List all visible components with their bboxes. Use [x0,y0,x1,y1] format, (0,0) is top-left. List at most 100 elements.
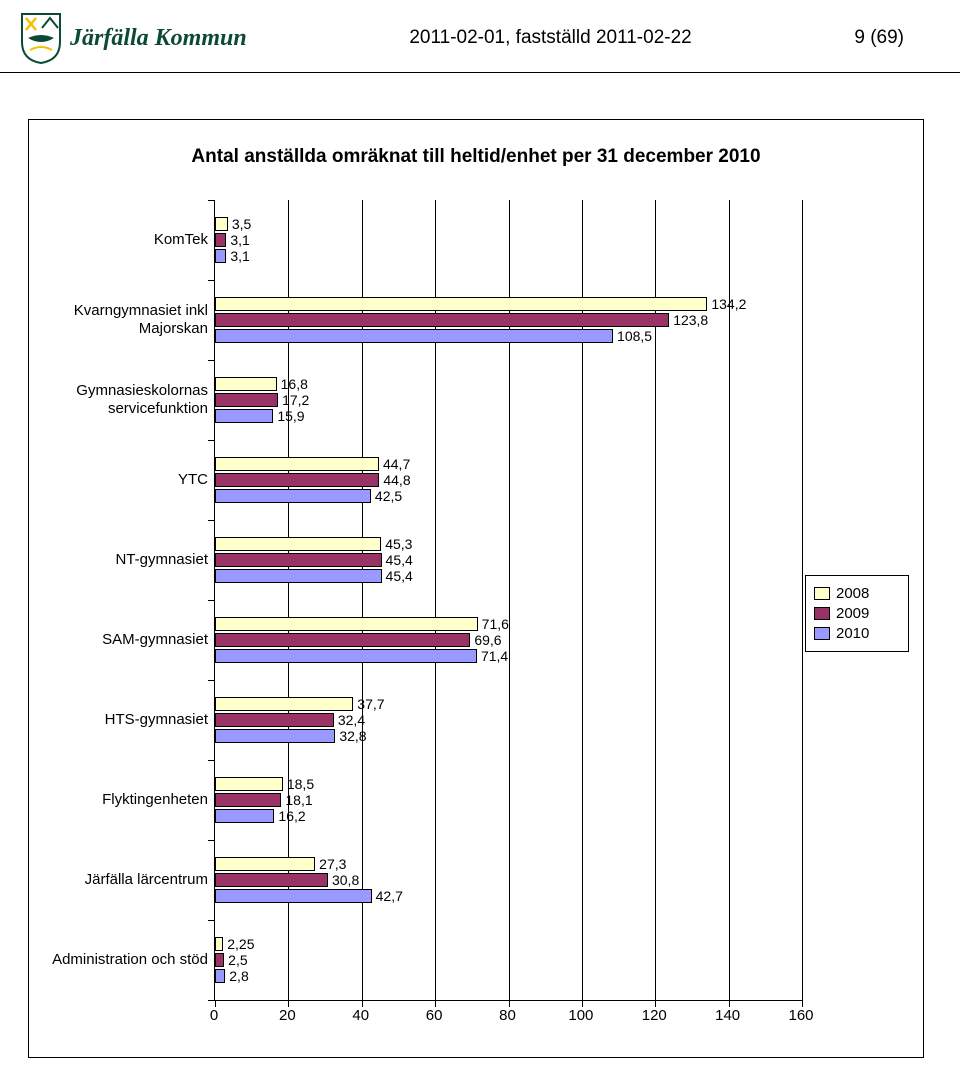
category-label: HTS-gymnasiet [43,680,208,760]
bar [215,233,226,247]
bar-value-label: 71,4 [481,648,508,664]
bar-group: 71,669,671,4 [215,600,802,680]
bar [215,809,274,823]
bar [215,249,226,263]
page-number: 9 (69) [854,27,904,49]
chart-area: KomTekKvarngymnasiet inkl MajorskanGymna… [43,200,909,1027]
bar-value-label: 27,3 [319,856,346,872]
category-label: Kvarngymnasiet inkl Majorskan [43,280,208,360]
x-tick-label: 20 [279,1007,296,1024]
bar-value-label: 44,8 [383,472,410,488]
bar-row: 71,6 [215,616,802,632]
bar-row: 16,2 [215,808,802,824]
bar-row: 32,8 [215,728,802,744]
bar-row: 134,2 [215,296,802,312]
y-tick-mark [208,600,215,601]
x-tick-label: 0 [210,1007,218,1024]
bar-group: 37,732,432,8 [215,680,802,760]
bar-value-label: 45,3 [385,536,412,552]
bar-row: 16,8 [215,376,802,392]
y-tick-mark [208,840,215,841]
bar-row: 42,5 [215,488,802,504]
bar-value-label: 134,2 [711,296,746,312]
legend: 2008 2009 2010 [805,575,909,652]
bar [215,537,381,551]
bar-value-label: 32,8 [339,728,366,744]
bar-value-label: 44,7 [383,456,410,472]
legend-item: 2010 [814,625,900,642]
bar [215,617,478,631]
y-tick-mark [208,680,215,681]
bar [215,777,283,791]
chart-container: Antal anställda omräknat till heltid/enh… [28,119,924,1058]
bar-value-label: 71,6 [482,616,509,632]
category-label: KomTek [43,200,208,280]
bar [215,633,470,647]
brand-block: Järfälla Kommun [20,12,247,64]
y-tick-mark [208,520,215,521]
bar [215,713,334,727]
bar-group: 45,345,445,4 [215,520,802,600]
y-tick-mark [208,200,215,201]
bar-row: 69,6 [215,632,802,648]
bar [215,457,379,471]
bar-value-label: 123,8 [673,312,708,328]
x-tick-label: 60 [426,1007,443,1024]
category-label: Gymnasieskolornas servicefunktion [43,360,208,440]
bar-value-label: 42,5 [375,488,402,504]
bar-row: 44,8 [215,472,802,488]
bar-row: 18,1 [215,792,802,808]
bar-value-label: 2,25 [227,936,254,952]
bar-row: 2,5 [215,952,802,968]
page-header: Järfälla Kommun 2011-02-01, fastställd 2… [0,0,960,73]
bar-value-label: 42,7 [376,888,403,904]
bar-group: 134,2123,8108,5 [215,280,802,360]
bar-group: 3,53,13,1 [215,200,802,280]
bar [215,393,278,407]
bar-row: 108,5 [215,328,802,344]
bar-row: 3,1 [215,232,802,248]
bar-value-label: 2,5 [228,952,247,968]
y-tick-mark [208,760,215,761]
category-axis-labels: KomTekKvarngymnasiet inkl MajorskanGymna… [43,200,214,1000]
x-tick-label: 40 [352,1007,369,1024]
bar [215,217,228,231]
bar [215,329,613,343]
x-axis: 020406080100120140160 [214,1001,801,1027]
bar-row: 15,9 [215,408,802,424]
bar-row: 2,8 [215,968,802,984]
bar-row: 18,5 [215,776,802,792]
bar [215,697,353,711]
header-date: 2011-02-01, fastställd 2011-02-22 [409,27,691,49]
bar [215,489,371,503]
plot-wrap: 3,53,13,1134,2123,8108,516,817,215,944,7… [214,200,801,1027]
bar-value-label: 30,8 [332,872,359,888]
bar [215,873,328,887]
bar-row: 30,8 [215,872,802,888]
bar [215,553,382,567]
category-label: NT-gymnasiet [43,520,208,600]
bar-row: 17,2 [215,392,802,408]
bar-group: 16,817,215,9 [215,360,802,440]
legend-label: 2009 [836,605,869,622]
legend-swatch [814,587,830,600]
bar-group: 18,518,116,2 [215,760,802,840]
bar [215,937,223,951]
plot-area: 3,53,13,1134,2123,8108,516,817,215,944,7… [214,200,802,1001]
bar [215,473,379,487]
bar-value-label: 16,8 [281,376,308,392]
bar-value-label: 3,1 [230,232,249,248]
bar-row: 45,3 [215,536,802,552]
bar-value-label: 45,4 [386,568,413,584]
bar-value-label: 45,4 [386,552,413,568]
bar-group: 2,252,52,8 [215,920,802,1000]
x-tick-label: 140 [715,1007,740,1024]
bar-row: 71,4 [215,648,802,664]
category-label: Järfälla lärcentrum [43,840,208,920]
bar-row: 45,4 [215,552,802,568]
bar-row: 123,8 [215,312,802,328]
bar-row: 27,3 [215,856,802,872]
bar-value-label: 18,5 [287,776,314,792]
bar-group: 27,330,8 42,7 [215,840,802,920]
legend-item: 2008 [814,585,900,602]
